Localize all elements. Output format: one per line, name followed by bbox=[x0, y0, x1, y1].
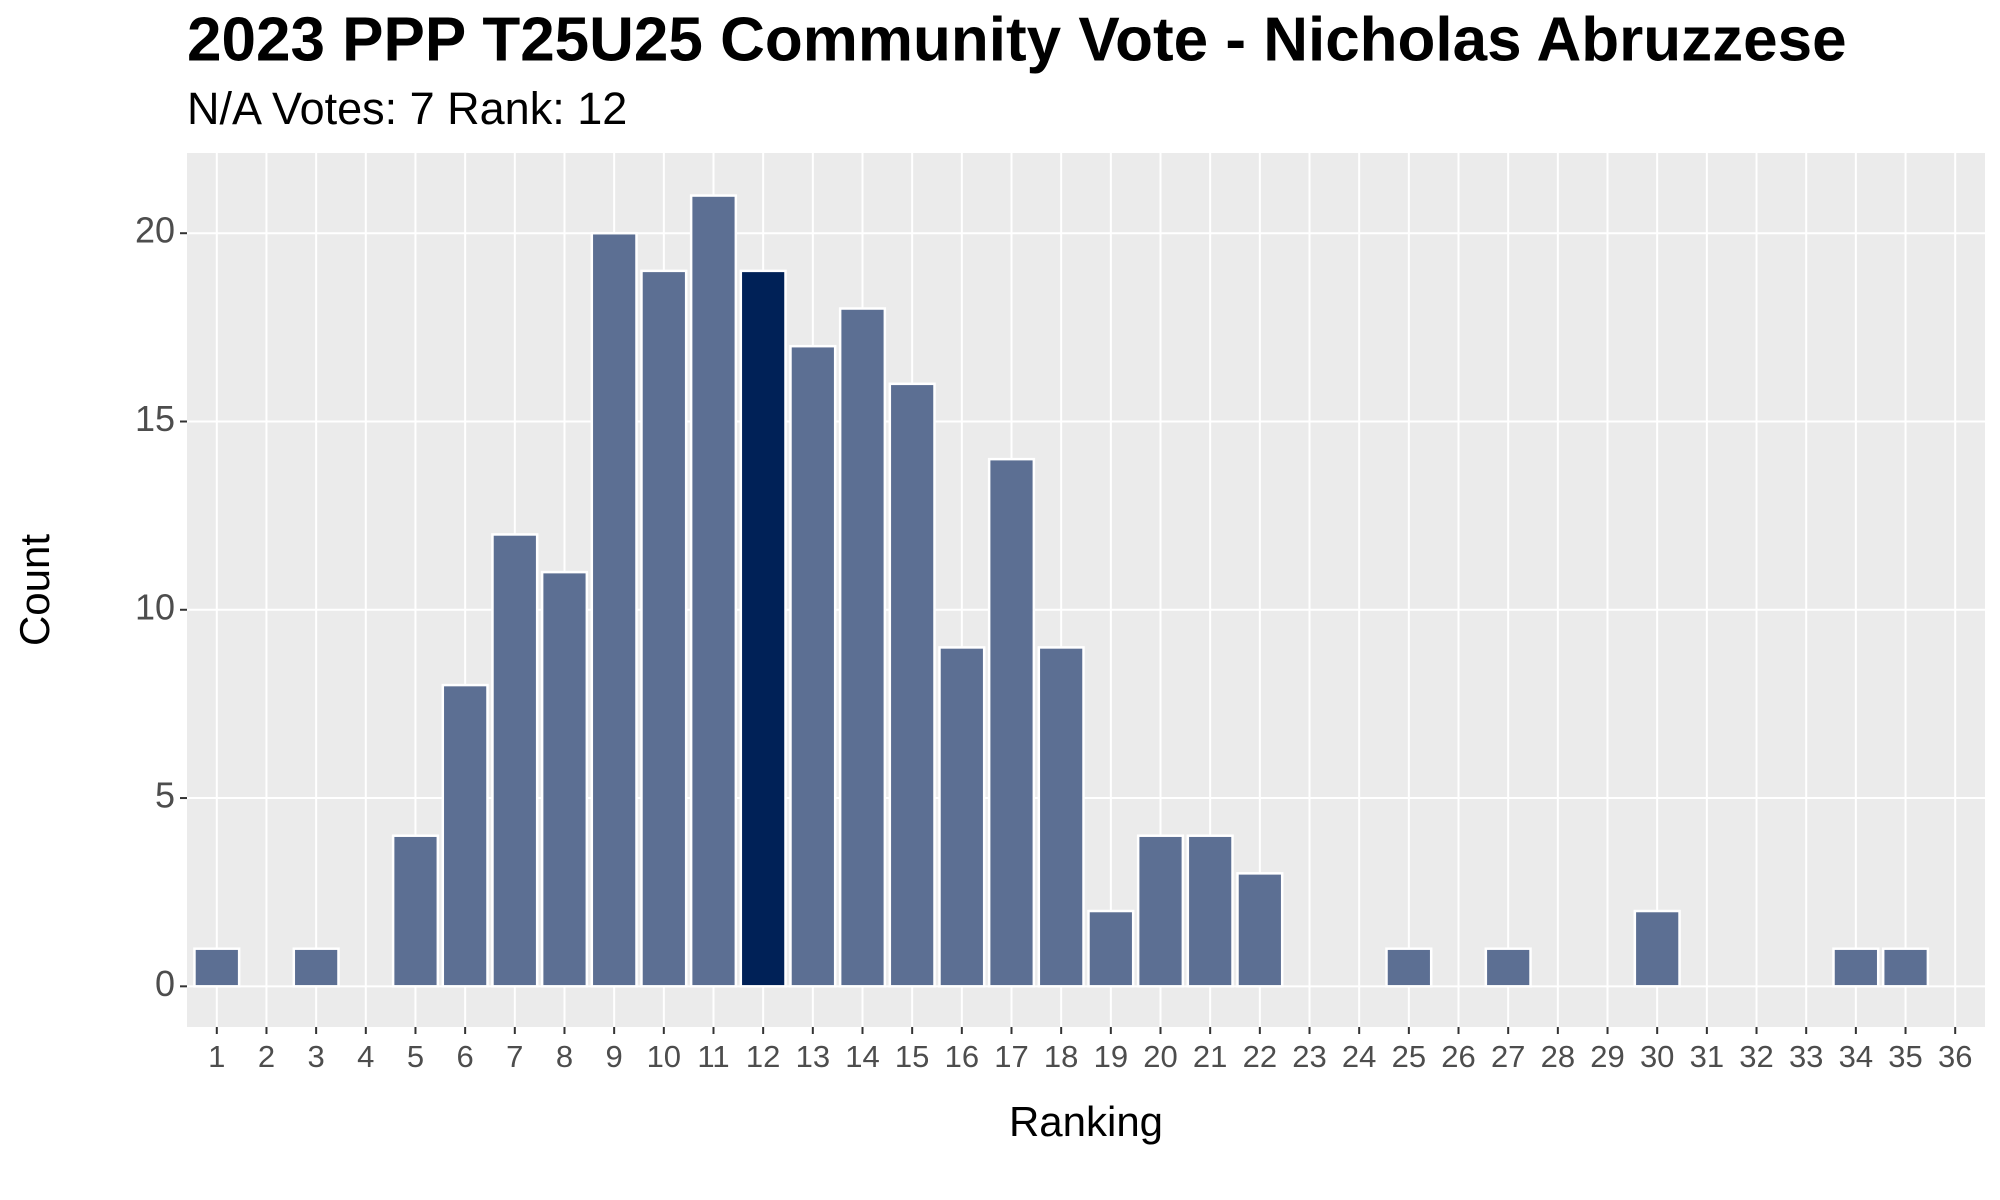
x-tick-label: 2 bbox=[258, 1039, 275, 1074]
bar bbox=[1385, 947, 1433, 988]
bar bbox=[888, 382, 936, 988]
bar bbox=[491, 533, 539, 988]
x-tick-label: 27 bbox=[1491, 1039, 1525, 1074]
x-tick-label: 12 bbox=[746, 1039, 780, 1074]
x-tick-label: 30 bbox=[1640, 1039, 1674, 1074]
bar bbox=[391, 834, 440, 988]
bar bbox=[987, 457, 1036, 988]
x-tick-label: 29 bbox=[1590, 1039, 1624, 1074]
x-tick-label: 28 bbox=[1541, 1039, 1575, 1074]
bar bbox=[540, 570, 589, 988]
x-tick-label: 21 bbox=[1193, 1039, 1227, 1074]
bar bbox=[1136, 834, 1185, 988]
x-tick-label: 4 bbox=[357, 1039, 374, 1074]
bar bbox=[193, 947, 241, 988]
x-tick-label: 34 bbox=[1839, 1039, 1873, 1074]
bar bbox=[689, 194, 738, 988]
x-tick-label: 15 bbox=[895, 1039, 929, 1074]
bar bbox=[1633, 909, 1681, 988]
x-tick-label: 17 bbox=[994, 1039, 1028, 1074]
x-tick-label: 22 bbox=[1243, 1039, 1277, 1074]
x-tick-label: 7 bbox=[506, 1039, 523, 1074]
bar bbox=[640, 269, 688, 988]
bar bbox=[1087, 909, 1135, 988]
bar bbox=[1484, 947, 1532, 988]
x-tick-label: 35 bbox=[1888, 1039, 1922, 1074]
bar bbox=[938, 646, 986, 988]
x-tick-label: 6 bbox=[457, 1039, 474, 1074]
bar bbox=[590, 231, 638, 988]
x-tick-label: 10 bbox=[647, 1039, 681, 1074]
x-tick-label: 14 bbox=[845, 1039, 879, 1074]
x-tick-label: 20 bbox=[1143, 1039, 1177, 1074]
x-tick-label: 24 bbox=[1342, 1039, 1376, 1074]
x-tick-label: 18 bbox=[1044, 1039, 1078, 1074]
x-tick-label: 9 bbox=[606, 1039, 623, 1074]
y-axis-title: Count bbox=[11, 534, 58, 646]
bar bbox=[292, 947, 340, 988]
x-tick-label: 26 bbox=[1441, 1039, 1475, 1074]
x-tick-label: 31 bbox=[1690, 1039, 1724, 1074]
bar bbox=[1236, 872, 1284, 988]
bar bbox=[1186, 834, 1234, 988]
bar bbox=[1037, 646, 1085, 988]
y-tick-label: 0 bbox=[155, 963, 175, 1004]
x-tick-label: 23 bbox=[1292, 1039, 1326, 1074]
x-tick-label: 32 bbox=[1739, 1039, 1773, 1074]
bar bbox=[838, 307, 887, 988]
y-tick-label: 20 bbox=[135, 210, 175, 251]
x-tick-label: 19 bbox=[1094, 1039, 1128, 1074]
bar bbox=[1881, 947, 1930, 988]
bar bbox=[739, 269, 787, 988]
bar bbox=[441, 683, 489, 988]
bar bbox=[789, 344, 837, 988]
x-tick-label: 13 bbox=[796, 1039, 830, 1074]
bar bbox=[1832, 947, 1880, 988]
y-tick-label: 10 bbox=[135, 586, 175, 627]
x-tick-label: 11 bbox=[697, 1039, 729, 1074]
x-tick-label: 16 bbox=[945, 1039, 979, 1074]
x-tick-label: 3 bbox=[308, 1039, 325, 1074]
x-tick-label: 5 bbox=[407, 1039, 424, 1074]
x-tick-label: 25 bbox=[1392, 1039, 1426, 1074]
x-axis-title: Ranking bbox=[1009, 1098, 1163, 1145]
y-tick-label: 5 bbox=[155, 775, 175, 816]
chart-title: 2023 PPP T25U25 Community Vote - Nichola… bbox=[187, 5, 1847, 74]
y-tick-label: 15 bbox=[135, 398, 175, 439]
x-tick-label: 33 bbox=[1789, 1039, 1823, 1074]
chart-subtitle: N/A Votes: 7 Rank: 12 bbox=[187, 83, 627, 134]
x-tick-label: 8 bbox=[556, 1039, 573, 1074]
x-tick-label: 36 bbox=[1938, 1039, 1972, 1074]
x-tick-label: 1 bbox=[208, 1039, 225, 1074]
